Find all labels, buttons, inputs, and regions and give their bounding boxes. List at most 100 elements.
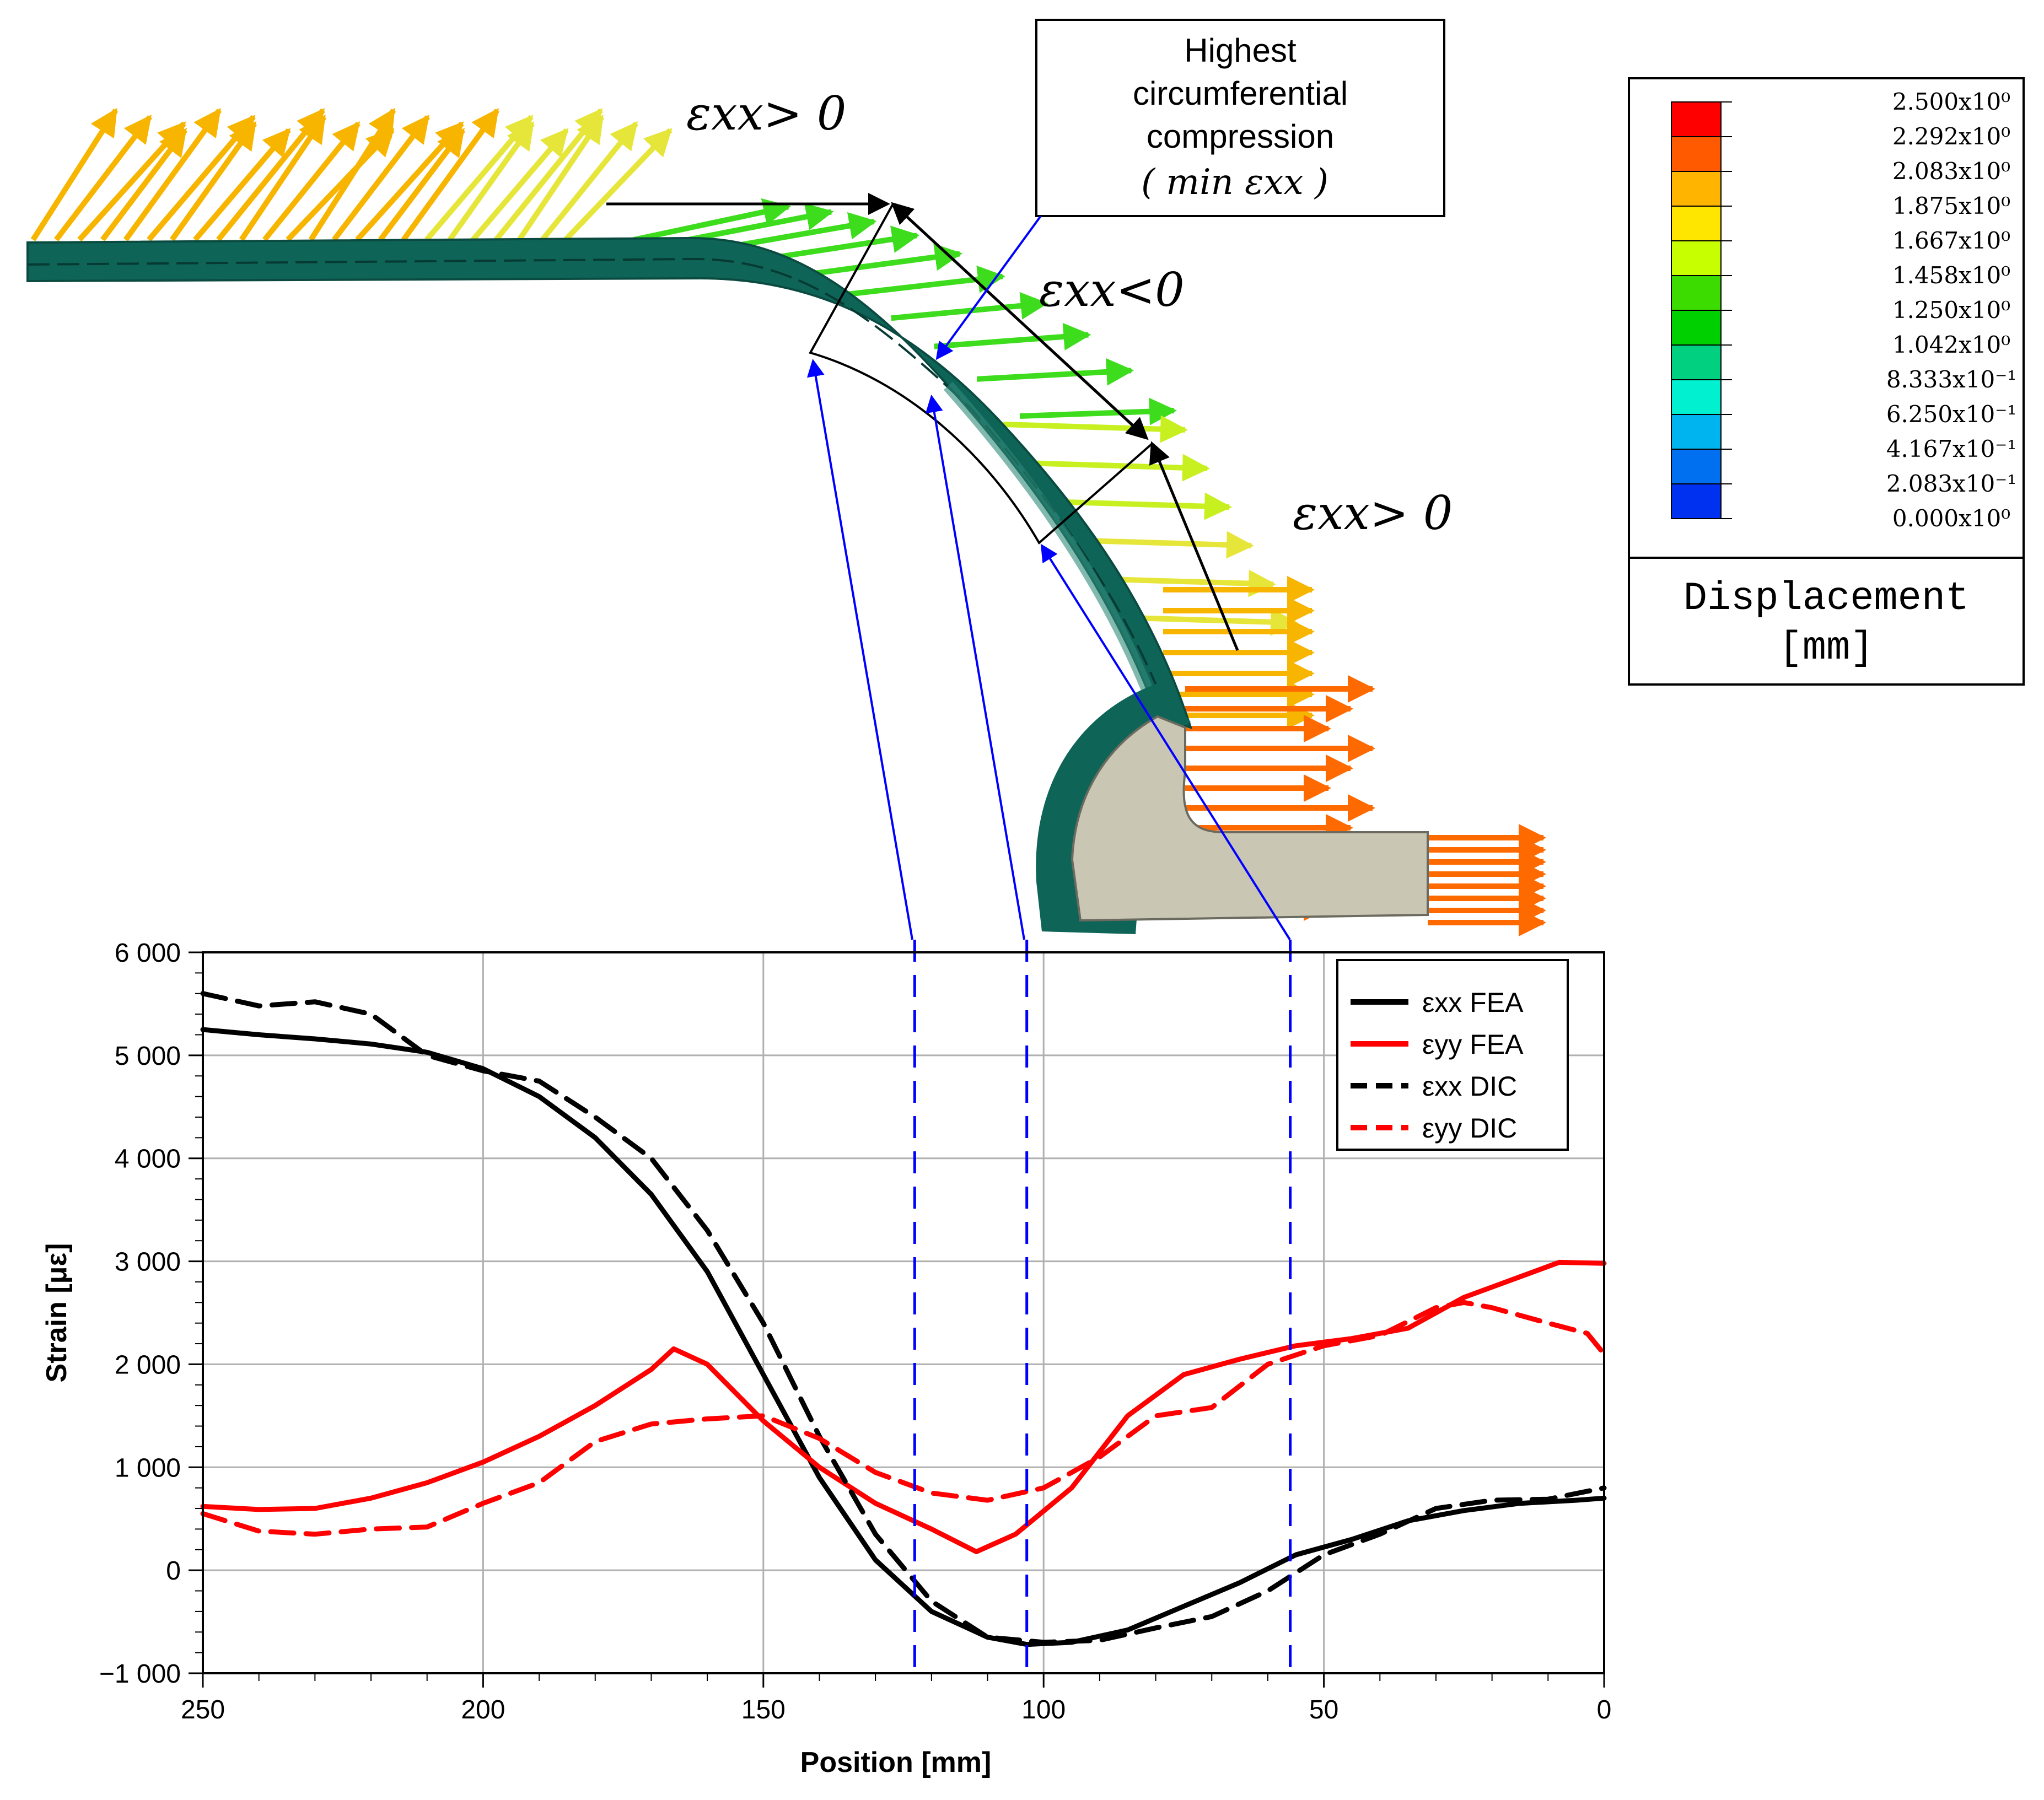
y-tick-label: 5 000 [115, 1042, 181, 1071]
colorbar-value: 1.458x10⁰ [1892, 262, 2010, 289]
displacement-arrow [1025, 454, 1210, 482]
colorbar-cell [1671, 310, 1722, 346]
displacement-arrow [762, 225, 920, 262]
colorbar-value: 1.250x10⁰ [1892, 297, 2010, 324]
strain-arrow-right [1149, 441, 1239, 651]
callout-box: Highest circumferential compression ( mi… [1035, 19, 1445, 217]
legend-label: εyy DIC [1422, 1113, 1517, 1144]
region-frame [809, 203, 1153, 545]
callout-line-1: Highest [1184, 32, 1297, 69]
displacement-arrow [447, 121, 535, 241]
displacement-arrow [976, 358, 1134, 386]
position-markers [913, 940, 1292, 1673]
colorbar-cell [1671, 449, 1722, 484]
legend-title-line-2: [mm] [1779, 626, 1874, 671]
colorbar-value: 1.667x10⁰ [1892, 227, 2010, 254]
colorbar-value: 6.250x10⁻¹ [1886, 401, 2016, 428]
displacement-arrow [193, 128, 291, 242]
legend-label: εyy FEA [1422, 1029, 1524, 1060]
displacement-arrows [30, 107, 1546, 936]
displacement-arrow [332, 115, 430, 242]
colorbar-cell [1671, 344, 1722, 380]
chart-legend: εxx FEA εyy FEA εxx DIC εyy DIC [1336, 959, 1569, 1151]
colorbar-cell [1671, 240, 1722, 276]
marker-connectors [806, 359, 1291, 941]
displacement-arrow [54, 115, 152, 242]
displacement-arrow [517, 114, 605, 241]
displacement-arrow [848, 265, 1005, 297]
x-axis-ticks: 250 200 150 100 50 0 [181, 1673, 1611, 1724]
displacement-arrow [891, 292, 1048, 321]
series-line-4 [200, 1300, 1607, 1537]
eps-positive-right-label: εxx> 0 [1293, 486, 1453, 540]
colorbar-value: 2.292x10⁰ [1892, 123, 2010, 150]
strain-chart: 250 200 150 100 50 0 6 000 5 000 4 000 3 000 2 00… [41, 939, 1611, 1779]
displacement-arrow [401, 107, 500, 241]
displacement-arrow [633, 198, 791, 242]
colorbar-cells [1671, 101, 1732, 519]
connector-3 [1040, 543, 1291, 941]
x-tick-label: 100 [1021, 1695, 1066, 1724]
fe-model-illustration: Highest circumferential compression ( mi… [26, 19, 1546, 941]
strain-arrow-diag-2 [892, 203, 1149, 440]
x-tick-label: 150 [741, 1695, 786, 1724]
series-line-3 [200, 991, 1607, 1645]
colorbar-value: 1.042x10⁰ [1892, 331, 2010, 358]
colorbar-cell [1671, 136, 1722, 172]
connector-2 [925, 395, 1025, 940]
displacement-arrow [169, 121, 257, 241]
x-tick-label: 0 [1597, 1695, 1612, 1724]
legend-items: εxx FEA εyy FEA εxx DIC εyy DIC [1351, 987, 1524, 1144]
callout-line-3: compression [1147, 118, 1334, 155]
y-axis-ticks: 6 000 5 000 4 000 3 000 2 000 1 000 0 −1 000 [99, 939, 203, 1689]
y-axis-label: Strain [με] [41, 1243, 73, 1383]
displacement-arrow [934, 322, 1091, 351]
displacement-arrow [239, 114, 327, 241]
colorbar-cell [1671, 171, 1722, 207]
colorbar-value: 2.083x10⁻¹ [1886, 470, 2016, 497]
legend-title-line-1: Displacement [1683, 576, 1969, 621]
colorbar-value: 0.000x10⁰ [1892, 505, 2010, 532]
y-tick-label: 0 [166, 1556, 181, 1586]
eps-positive-top-label: εxx> 0 [686, 87, 846, 141]
y-tick-label: 3 000 [115, 1248, 181, 1277]
displacement-arrow [1003, 415, 1188, 443]
displacement-arrow [540, 121, 638, 242]
callout-line-2: circumferential [1133, 75, 1348, 112]
x-axis-label: Position [mm] [800, 1747, 992, 1779]
plot-frame [202, 951, 1605, 1674]
colorbar-labels: 2.500x10⁰ 2.292x10⁰ 2.083x10⁰ 1.875x10⁰ 1.66… [1886, 88, 2016, 532]
connector-1 [806, 359, 913, 940]
displacement-arrow [1047, 492, 1232, 520]
y-tick-label: 4 000 [115, 1145, 181, 1174]
shell-outer-band [943, 381, 1164, 719]
colorbar-value: 1.875x10⁰ [1892, 192, 2010, 219]
colorbar-cell [1671, 206, 1722, 241]
displacement-arrow [1069, 531, 1254, 559]
displacement-arrow [308, 107, 396, 241]
displacement-arrow [471, 128, 569, 242]
colorbar-value: 2.083x10⁰ [1892, 158, 2010, 185]
callout-pointer [935, 215, 1042, 360]
displacement-arrow [1019, 397, 1177, 425]
eps-negative-label: εxx<0 [1039, 263, 1185, 317]
displacement-arrow [123, 107, 222, 241]
metal-insert [1071, 715, 1429, 922]
shell-midline [27, 257, 1170, 717]
colorbar-value: 2.500x10⁰ [1892, 88, 2010, 115]
y-tick-label: −1 000 [99, 1659, 181, 1689]
displacement-arrow [563, 128, 673, 242]
x-tick-label: 50 [1309, 1695, 1338, 1724]
series-lines [200, 991, 1607, 1647]
displacement-arrow [676, 203, 834, 245]
displacement-arrow [30, 107, 119, 241]
colorbar-cell [1671, 275, 1722, 311]
colorbar-cell [1671, 414, 1722, 450]
x-tick-label: 200 [461, 1695, 505, 1724]
displacement-arrow [805, 243, 963, 278]
y-tick-label: 2 000 [115, 1350, 181, 1379]
legend-label: εxx FEA [1422, 987, 1524, 1018]
displacement-arrow [286, 128, 395, 242]
colorbar-value: 8.333x10⁻¹ [1886, 366, 2016, 393]
